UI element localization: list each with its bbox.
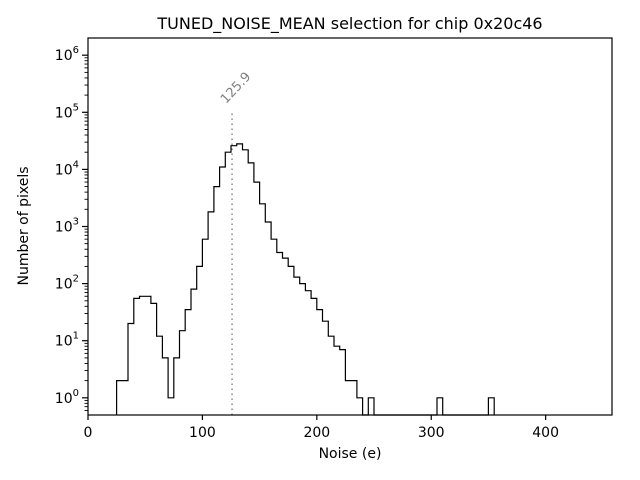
x-tick-label: 300 [418,425,445,441]
y-tick-label: 103 [55,217,79,236]
x-tick-label: 400 [532,425,559,441]
chart-title: TUNED_NOISE_MEAN selection for chip 0x20… [157,14,543,33]
y-tick-label: 100 [55,388,79,407]
y-tick-label: 105 [55,102,79,121]
y-axis-label: Number of pixels [16,166,32,286]
x-tick-label: 100 [189,425,216,441]
x-tick-label: 200 [303,425,330,441]
histogram-steps [116,143,495,416]
y-tick-label: 104 [55,159,79,178]
x-axis-label: Noise (e) [318,446,382,462]
y-tick-label: 106 [55,45,79,64]
y-tick-label: 102 [55,274,79,293]
y-tick-label: 101 [55,331,79,350]
vline-annotation: 125.9 [218,70,254,107]
x-tick-label: 0 [84,425,93,441]
